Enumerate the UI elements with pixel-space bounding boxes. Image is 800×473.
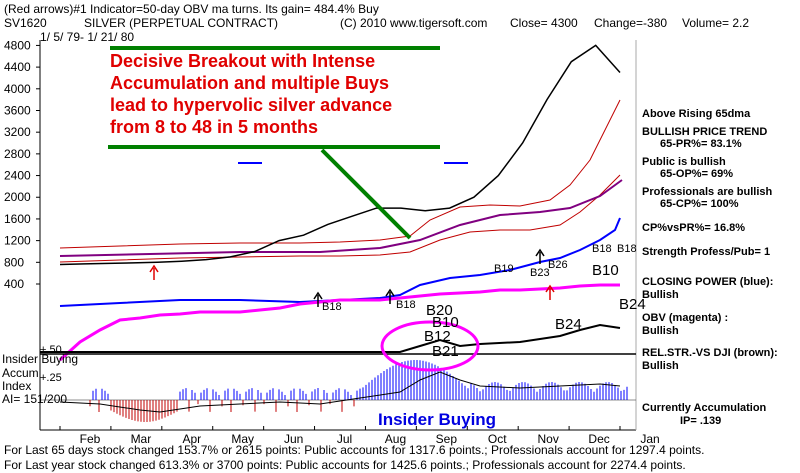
right-label-5: 65-OP%= 69%: [660, 168, 734, 180]
accum-ma-line: [59, 371, 621, 413]
y-tick-label: 4800: [4, 38, 31, 52]
y-tick-label: 1200: [4, 234, 31, 248]
plus50-label: +.50: [40, 344, 62, 356]
right-label-14: REL.STR.-VS DJI (brown):: [642, 347, 778, 359]
header-copyright: (C) 2010 www.tigersoft.com: [340, 16, 488, 30]
red-arrow-1: [149, 264, 159, 280]
y-tick-label: 3600: [4, 103, 31, 117]
x-tick-label: Apr: [182, 432, 201, 446]
signal-label: B10: [592, 262, 619, 279]
header-volume: Volume= 2.2: [682, 16, 750, 30]
y-tick-label: 800: [4, 255, 24, 269]
y-tick-label: 4000: [4, 82, 31, 96]
footer-line-2: For Last year stock changed 613.3% or 37…: [4, 458, 686, 472]
signal-label: B19: [494, 263, 514, 275]
obv-line: [58, 283, 620, 362]
header-name: SILVER (PERPETUAL CONTRACT): [84, 16, 279, 30]
y-tick-label: 3200: [4, 125, 31, 139]
accum-bars-group: [89, 360, 628, 422]
signal-label: B20: [426, 302, 453, 319]
callout-line-3: lead to hypervolic silver advance: [110, 95, 393, 115]
insider-ellipse: [380, 320, 480, 372]
ma-band-lower: [59, 174, 621, 263]
right-label-10: CLOSING POWER (blue):: [642, 276, 774, 288]
signal-label: B18: [617, 243, 637, 255]
price-line: [59, 44, 621, 266]
y-tick-label: 2800: [4, 147, 31, 161]
callout-line-1: Decisive Breakout with Intense: [110, 51, 376, 71]
insider-buying-annotation: Insider Buying: [378, 410, 497, 429]
x-tick-label: May: [231, 432, 254, 446]
x-tick-label: Jul: [337, 432, 352, 446]
right-label-9: Strength Profess/Pub= 1: [642, 246, 771, 258]
header-change: Change=-380: [594, 16, 668, 30]
right-label-15: Bullish: [642, 360, 679, 372]
right-label-16: Currently Accumulation: [642, 402, 767, 414]
callout-pointer: [320, 148, 412, 240]
callout-line-2: Accumulation and multiple Buys: [110, 73, 390, 93]
ma-65-line: [59, 179, 623, 257]
signal-label: B18: [322, 301, 342, 313]
right-label-4: Public is bullish: [642, 156, 726, 168]
plus25-label: +.25: [40, 372, 62, 384]
signal-label: B26: [548, 259, 568, 271]
y-tick-label: 4400: [4, 60, 31, 74]
right-label-17: IP= .139: [680, 415, 722, 427]
y-tick-label: 2000: [4, 190, 31, 204]
closing-power-line: [59, 217, 621, 307]
y-tick-label: 400: [4, 277, 24, 291]
y-tick-label: 2400: [4, 169, 31, 183]
x-tick-label: Sep: [436, 432, 458, 446]
black-arrow-2: [385, 288, 395, 304]
right-label-8: CP%vsPR%= 16.8%: [642, 222, 746, 234]
header-daterange: 1/ 5/ 79- 1/ 21/ 80: [40, 30, 135, 44]
signal-label: B18: [592, 243, 612, 255]
right-label-11: Bullish: [642, 289, 679, 301]
ma-band-upper: [59, 99, 621, 249]
x-tick-label: Jun: [284, 432, 303, 446]
header-line1: (Red arrows)#1 Indicator=50-day OBV ma t…: [4, 2, 379, 16]
black-arrow-3: [535, 248, 545, 264]
x-tick-label: Mar: [131, 432, 152, 446]
x-tick-label: Nov: [538, 432, 559, 446]
signal-label: B23: [530, 267, 550, 279]
right-label-7: 65-CP%= 100%: [660, 198, 739, 210]
insider-buying-left-label: Insider Buying: [2, 352, 79, 366]
callout-line-4: from 8 to 48 in 5 months: [110, 117, 319, 137]
x-tick-label: Aug: [385, 432, 406, 446]
y-tick-label: 1600: [4, 212, 31, 226]
right-label-1: Above Rising 65dma: [642, 108, 751, 120]
signal-label: B12: [424, 328, 451, 345]
signal-label: B10: [432, 314, 459, 331]
x-tick-group: Feb Mar Apr May Jun Jul Aug Sep Oct Nov Dec Jan: [59, 426, 660, 446]
right-label-6: Professionals are bullish: [642, 186, 773, 198]
x-tick-label: Dec: [588, 432, 609, 446]
x-tick-label: Jan: [640, 432, 659, 446]
header-symbol: SV1620: [4, 16, 47, 30]
accum-label: Accum: [2, 366, 39, 380]
signal-label: B24: [555, 316, 582, 333]
signal-label: B18: [396, 299, 416, 311]
red-arrow-2: [545, 284, 555, 300]
signal-label: B21: [432, 343, 459, 360]
callout-text: Decisive Breakout with Intense Accumulat…: [110, 50, 430, 138]
signal-label: B24: [619, 296, 646, 313]
footer-line-1: For Last 65 days stock changed 153.7% or…: [4, 443, 705, 457]
right-label-2: BULLISH PRICE TREND: [642, 126, 768, 138]
relstr-line: [40, 323, 621, 353]
x-tick-label: Oct: [488, 432, 507, 446]
y-tick-group: 400 800 1200 1600 2000 2400 2800 3200 3600 4000 44…: [4, 38, 40, 291]
black-arrow-1: [313, 291, 323, 307]
right-label-13: Bullish: [642, 325, 679, 337]
header-close: Close= 4300: [510, 16, 578, 30]
ai-label: AI= 151/200: [2, 392, 68, 406]
x-tick-label: Feb: [80, 432, 101, 446]
right-label-3: 65-PR%= 83.1%: [660, 138, 742, 150]
index-label: Index: [2, 379, 32, 393]
right-label-12: OBV (magenta) :: [642, 312, 729, 324]
